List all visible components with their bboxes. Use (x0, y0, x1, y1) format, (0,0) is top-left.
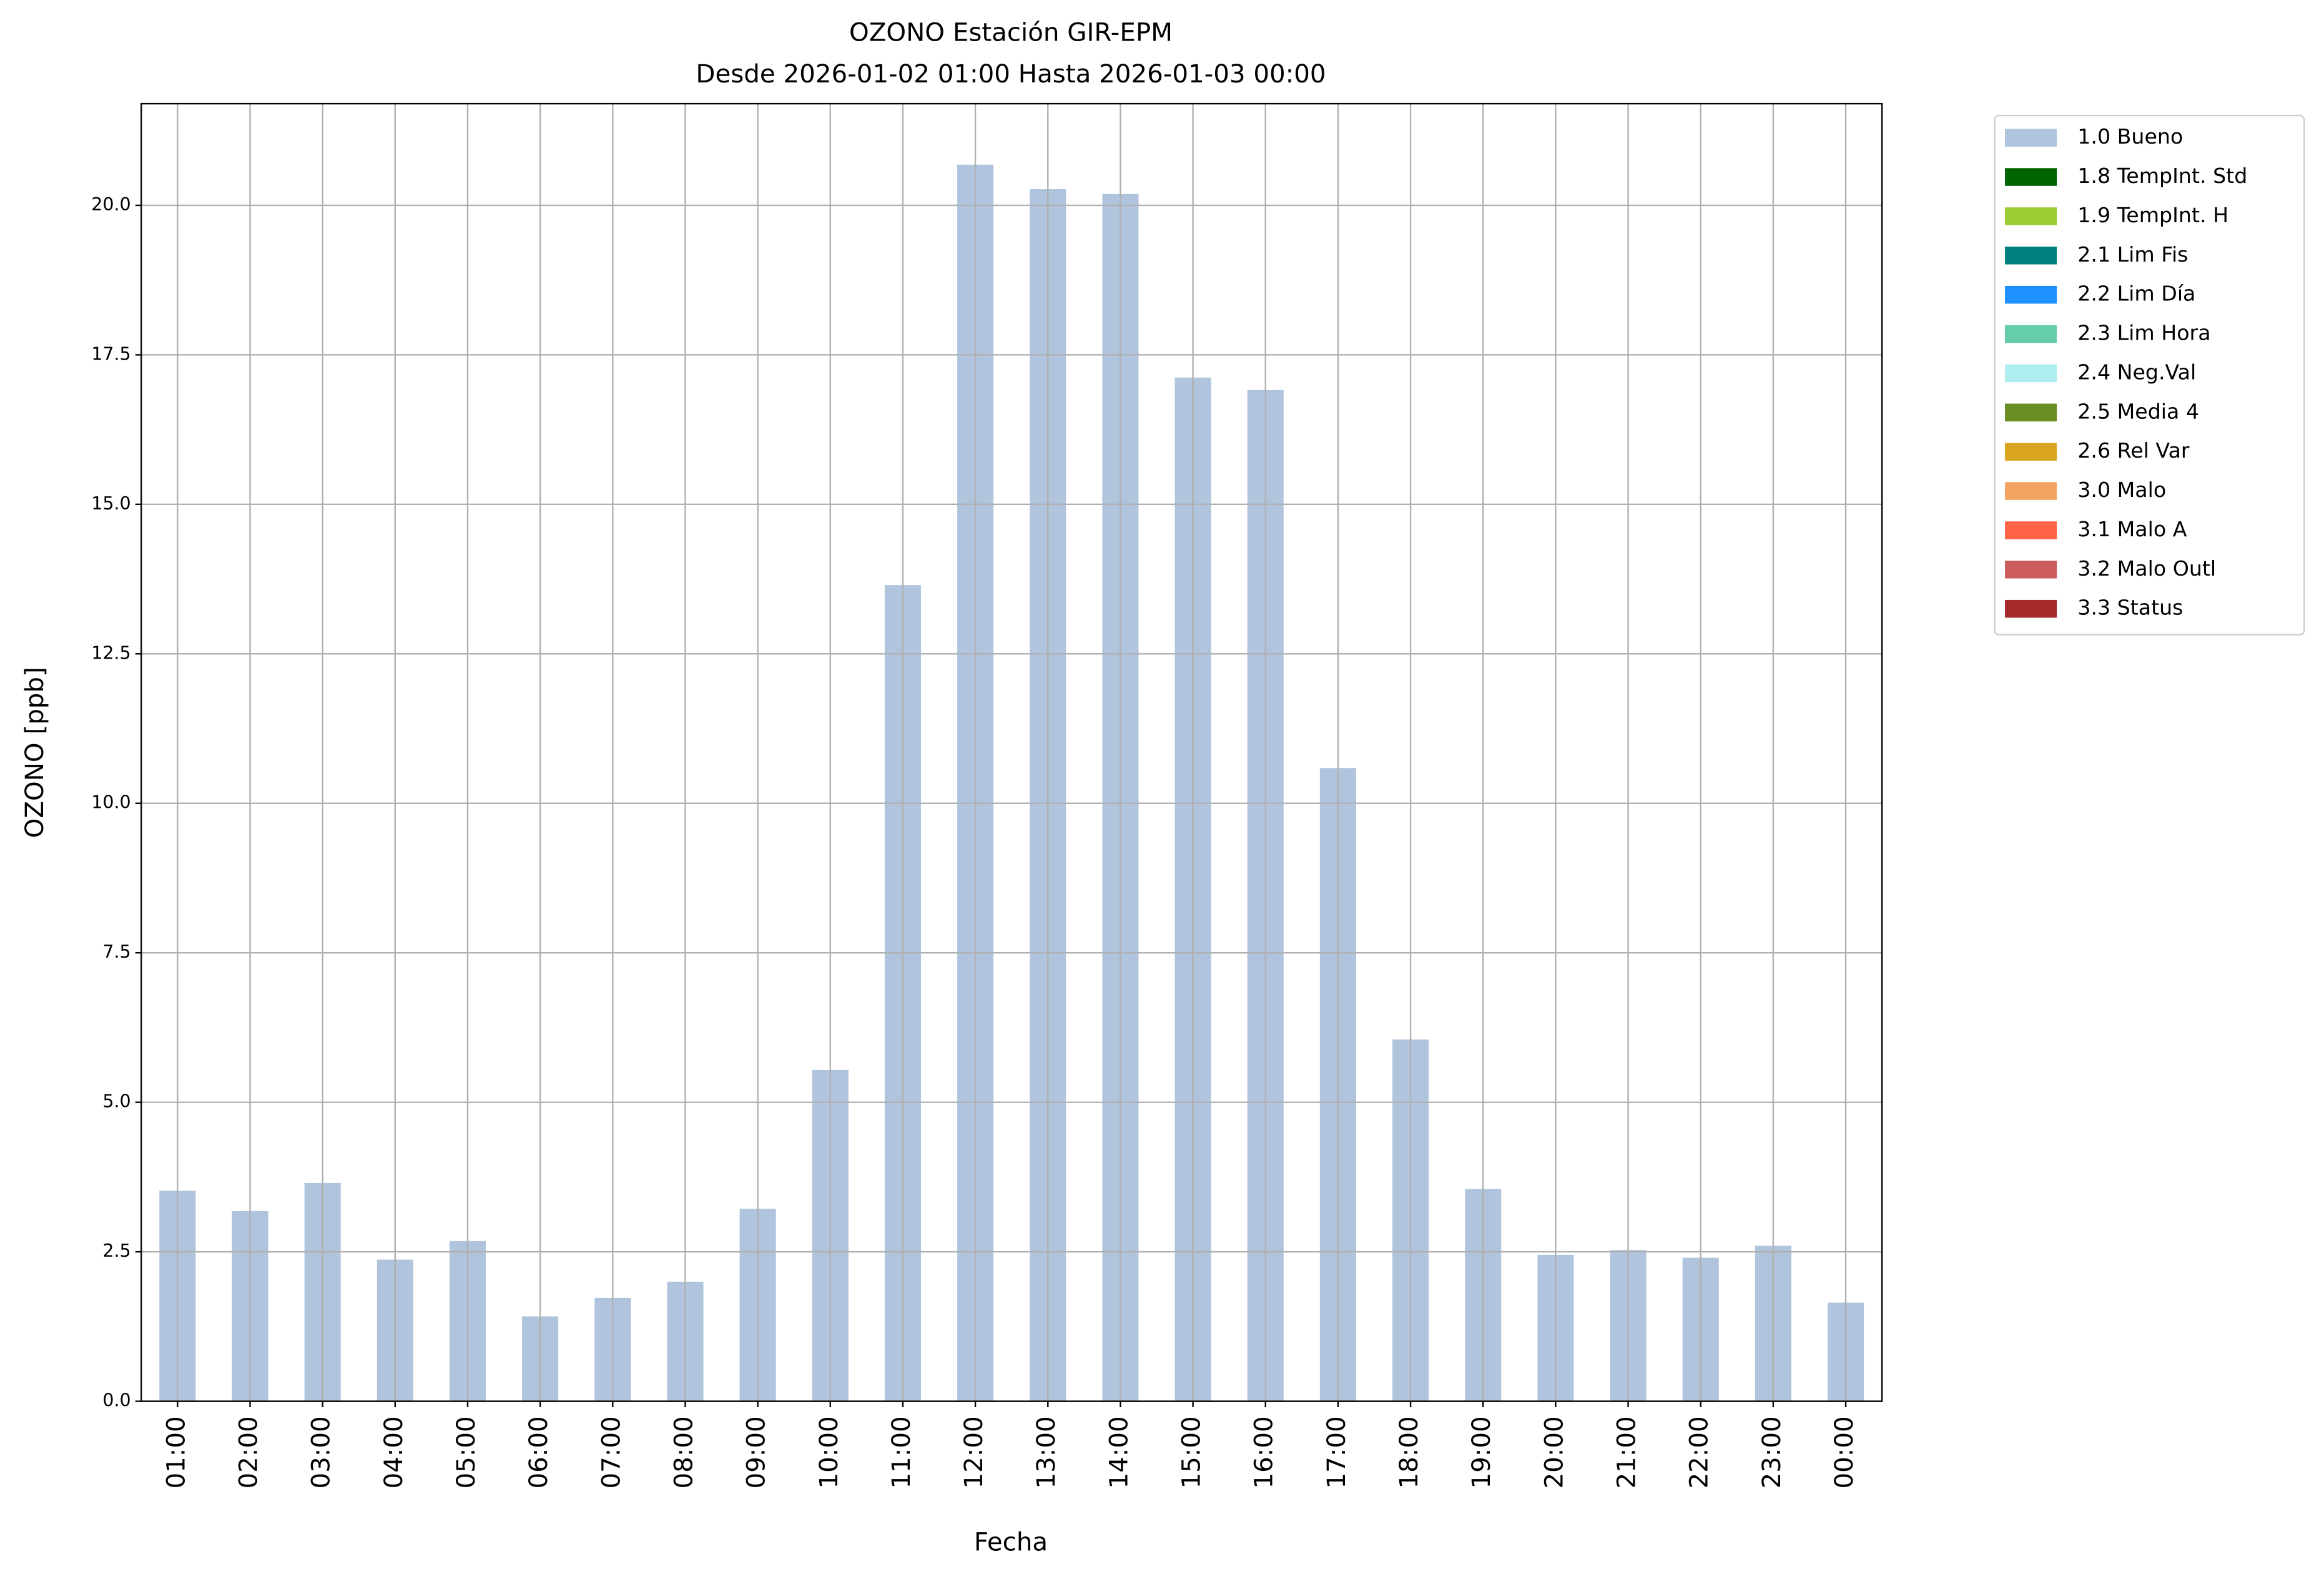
legend-swatch (2005, 325, 2057, 343)
y-tick-label: 10.0 (91, 792, 130, 813)
y-tick-label: 2.5 (102, 1241, 130, 1261)
y-axis-label: OZONO [ppb] (20, 667, 49, 838)
x-tick-label: 01:00 (161, 1416, 190, 1488)
legend-swatch (2005, 561, 2057, 579)
legend-swatch (2005, 403, 2057, 422)
x-tick-label: 15:00 (1177, 1416, 1206, 1488)
legend-swatch (2005, 482, 2057, 500)
x-tick-label: 10:00 (814, 1416, 844, 1488)
x-tick-label: 03:00 (307, 1416, 336, 1488)
x-tick-label: 07:00 (596, 1416, 626, 1488)
legend-label: 2.4 Neg.Val (2077, 360, 2196, 384)
legend-swatch (2005, 207, 2057, 225)
legend-swatch (2005, 443, 2057, 461)
legend-swatch (2005, 599, 2057, 618)
x-tick-label: 11:00 (887, 1416, 916, 1488)
legend-label: 2.2 Lim Día (2077, 282, 2195, 306)
chart-title: OZONO Estación GIR-EPM (849, 18, 1173, 47)
legend-label: 2.1 Lim Fis (2077, 242, 2188, 267)
x-tick-label: 19:00 (1467, 1416, 1496, 1488)
x-axis-label: Fecha (974, 1527, 1048, 1556)
x-tick-label: 06:00 (524, 1416, 553, 1488)
legend-swatch (2005, 521, 2057, 539)
y-tick-label: 0.0 (102, 1390, 130, 1411)
legend-swatch (2005, 247, 2057, 265)
legend-swatch (2005, 129, 2057, 147)
y-tick-label: 7.5 (102, 941, 130, 962)
x-tick-label: 14:00 (1104, 1416, 1133, 1488)
plot-frame (140, 102, 1883, 1402)
x-tick-label: 08:00 (669, 1416, 698, 1488)
x-tick-label: 22:00 (1685, 1416, 1714, 1488)
legend-swatch (2005, 364, 2057, 383)
x-tick-label: 09:00 (742, 1416, 771, 1488)
legend-label: 1.0 Bueno (2077, 124, 2183, 149)
x-tick-label: 05:00 (451, 1416, 481, 1488)
x-tick-label: 16:00 (1249, 1416, 1279, 1488)
x-tick-label: 13:00 (1032, 1416, 1061, 1488)
legend-label: 1.9 TempInt. H (2077, 203, 2228, 227)
x-tick-label: 04:00 (379, 1416, 408, 1488)
y-tick-label: 17.5 (91, 343, 130, 364)
legend: 1.0 Bueno 1.8 TempInt. Std 1.9 TempInt. H 2… (1994, 114, 2305, 636)
legend-label: 3.1 Malo A (2077, 517, 2187, 541)
x-tick-label: 20:00 (1539, 1416, 1568, 1488)
legend-label: 2.3 Lim Hora (2077, 321, 2210, 345)
x-tick-label: 21:00 (1612, 1416, 1642, 1488)
legend-frame (1994, 114, 2305, 636)
x-tick-label: 18:00 (1394, 1416, 1424, 1488)
legend-label: 1.8 TempInt. Std (2077, 164, 2247, 188)
y-tick-label: 12.5 (91, 642, 130, 663)
y-tick-label: 20.0 (91, 194, 130, 215)
x-tick-label: 12:00 (959, 1416, 988, 1488)
x-tick-label: 23:00 (1757, 1416, 1786, 1488)
x-tick-label: 02:00 (234, 1416, 263, 1488)
legend-label: 2.5 Media 4 (2077, 399, 2199, 423)
legend-swatch (2005, 168, 2057, 186)
x-tick-label: 00:00 (1829, 1416, 1859, 1488)
chart-subtitle: Desde 2026-01-02 01:00 Hasta 2026-01-03 … (696, 59, 1326, 89)
x-tick-label: 17:00 (1322, 1416, 1351, 1488)
legend-label: 3.3 Status (2077, 596, 2183, 620)
plot-area: 01:00 02:00 03:00 04:00 05:00 06:00 07:00 08:00… (91, 102, 1883, 1488)
y-tick-label: 5.0 (102, 1091, 130, 1112)
legend-label: 2.6 Rel Var (2077, 438, 2190, 463)
legend-label: 3.0 Malo (2077, 478, 2166, 502)
legend-label: 3.2 Malo Outl (2077, 556, 2216, 581)
legend-swatch (2005, 285, 2057, 304)
y-tick-label: 15.0 (91, 493, 130, 514)
